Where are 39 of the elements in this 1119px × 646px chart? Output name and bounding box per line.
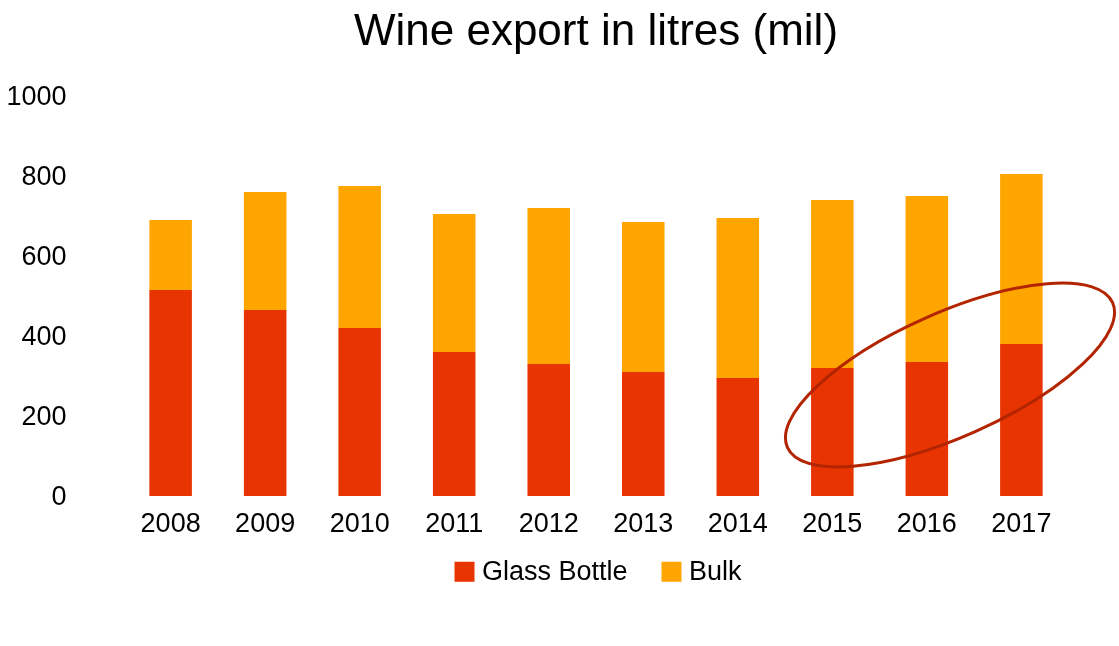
bar bbox=[905, 196, 949, 362]
bar bbox=[622, 372, 665, 496]
x-tick-label: 2015 bbox=[802, 507, 863, 538]
bar bbox=[527, 364, 570, 496]
y-tick-label: 600 bbox=[21, 240, 67, 271]
legend-label: Bulk bbox=[689, 555, 743, 586]
x-tick-label: 2014 bbox=[707, 507, 768, 538]
bar bbox=[1000, 174, 1043, 344]
bar bbox=[622, 222, 665, 372]
bar bbox=[716, 218, 760, 378]
y-tick-label: 0 bbox=[51, 480, 67, 511]
bar bbox=[811, 368, 854, 496]
chart-title: Wine export in litres (mil) bbox=[353, 5, 839, 54]
bar bbox=[432, 214, 476, 352]
x-tick-label: 2013 bbox=[613, 507, 674, 538]
x-tick-label: 2010 bbox=[329, 507, 390, 538]
bar bbox=[243, 310, 287, 496]
y-tick-label: 400 bbox=[21, 320, 67, 351]
x-tick-label: 2008 bbox=[140, 507, 201, 538]
bar bbox=[338, 186, 381, 328]
y-tick-label: 200 bbox=[21, 400, 67, 431]
x-tick-label: 2009 bbox=[235, 507, 296, 538]
x-tick-label: 2012 bbox=[518, 507, 579, 538]
bar bbox=[149, 290, 192, 496]
x-tick-label: 2017 bbox=[991, 507, 1052, 538]
bar bbox=[527, 208, 570, 364]
legend-label: Glass Bottle bbox=[482, 555, 628, 586]
bar bbox=[811, 200, 854, 368]
y-tick-label: 1000 bbox=[6, 80, 67, 111]
bar bbox=[905, 362, 949, 496]
bar bbox=[243, 192, 287, 310]
bar bbox=[716, 378, 760, 496]
bar bbox=[1000, 344, 1043, 496]
y-tick-label: 800 bbox=[21, 160, 67, 191]
bar bbox=[432, 352, 476, 496]
x-tick-label: 2016 bbox=[896, 507, 957, 538]
bar bbox=[149, 220, 192, 290]
x-tick-label: 2011 bbox=[425, 507, 484, 538]
bar bbox=[338, 328, 381, 496]
